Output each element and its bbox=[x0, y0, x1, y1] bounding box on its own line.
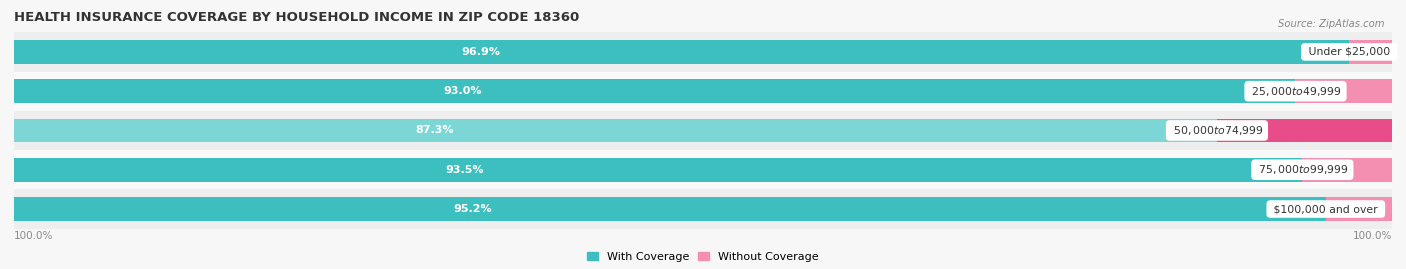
Text: $75,000 to $99,999: $75,000 to $99,999 bbox=[1256, 163, 1350, 176]
Text: 93.0%: 93.0% bbox=[443, 86, 482, 96]
Bar bbox=[14, 72, 1392, 111]
Text: Source: ZipAtlas.com: Source: ZipAtlas.com bbox=[1278, 19, 1385, 29]
Text: 100.0%: 100.0% bbox=[14, 231, 53, 240]
Bar bbox=[14, 150, 1392, 189]
Bar bbox=[14, 40, 1350, 64]
Text: HEALTH INSURANCE COVERAGE BY HOUSEHOLD INCOME IN ZIP CODE 18360: HEALTH INSURANCE COVERAGE BY HOUSEHOLD I… bbox=[14, 11, 579, 24]
Bar bbox=[1295, 79, 1392, 103]
Bar bbox=[14, 32, 1392, 72]
Bar bbox=[1326, 197, 1392, 221]
Text: Under $25,000: Under $25,000 bbox=[1305, 47, 1393, 57]
Bar bbox=[1302, 158, 1392, 182]
Text: $25,000 to $49,999: $25,000 to $49,999 bbox=[1249, 85, 1343, 98]
Bar bbox=[1350, 40, 1392, 64]
Bar bbox=[14, 197, 1326, 221]
Text: 96.9%: 96.9% bbox=[461, 47, 501, 57]
Text: 100.0%: 100.0% bbox=[1353, 231, 1392, 240]
Bar bbox=[14, 189, 1392, 229]
Text: $50,000 to $74,999: $50,000 to $74,999 bbox=[1170, 124, 1264, 137]
Bar bbox=[1218, 119, 1392, 142]
Bar bbox=[14, 111, 1392, 150]
Text: 93.5%: 93.5% bbox=[446, 165, 484, 175]
Bar bbox=[14, 79, 1295, 103]
Text: 95.2%: 95.2% bbox=[454, 204, 492, 214]
Legend: With Coverage, Without Coverage: With Coverage, Without Coverage bbox=[582, 247, 824, 266]
Bar bbox=[14, 158, 1302, 182]
Bar bbox=[14, 119, 1218, 142]
Text: $100,000 and over: $100,000 and over bbox=[1270, 204, 1381, 214]
Text: 87.3%: 87.3% bbox=[416, 125, 454, 136]
